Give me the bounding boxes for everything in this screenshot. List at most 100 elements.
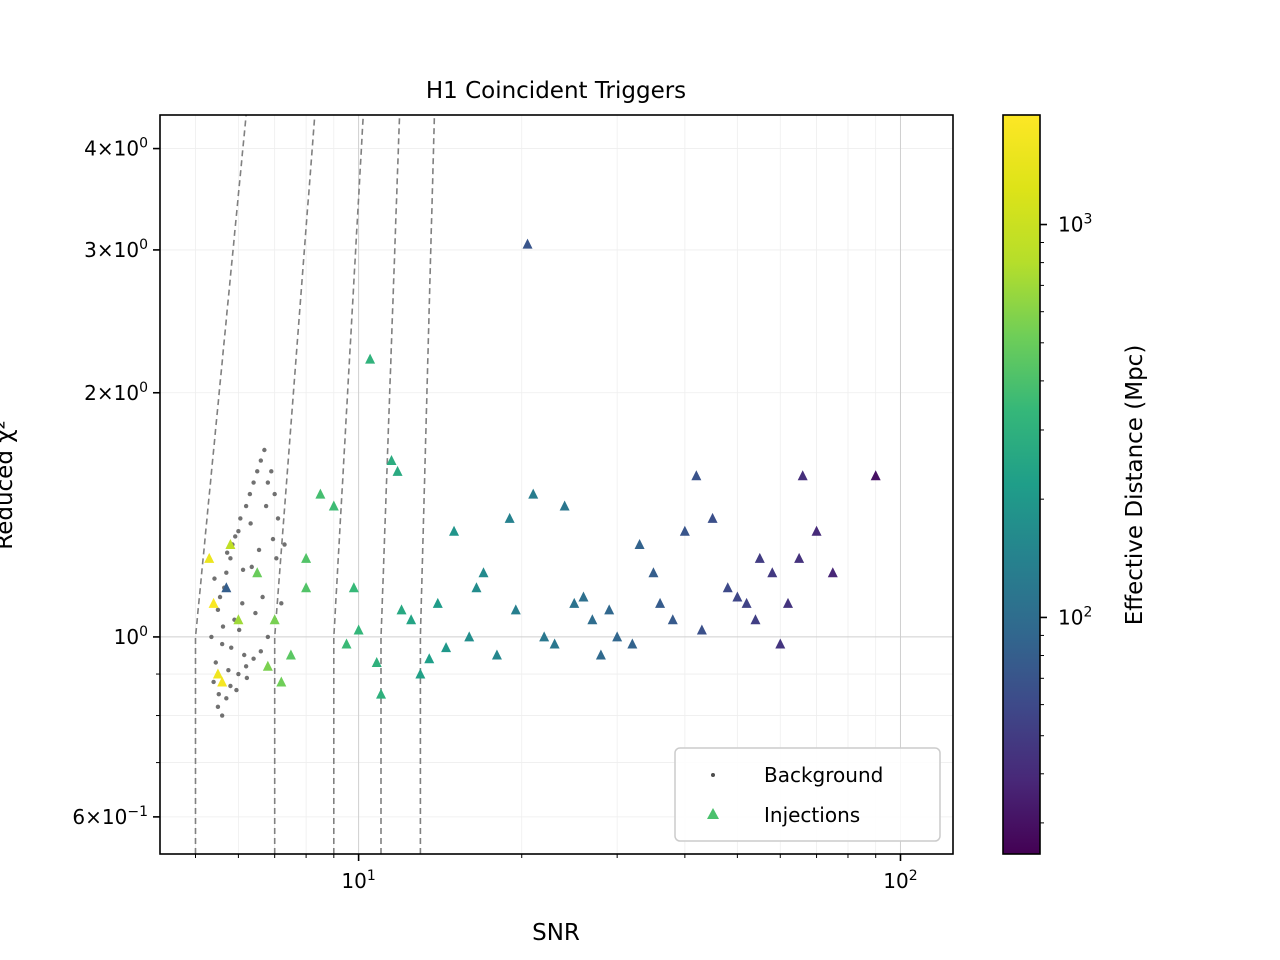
background-points xyxy=(209,447,287,718)
injection-point xyxy=(549,638,560,649)
injection-point xyxy=(667,614,678,625)
background-point xyxy=(274,556,279,561)
background-point xyxy=(209,634,214,640)
background-point xyxy=(256,547,262,553)
legend-box xyxy=(674,747,941,842)
background-point xyxy=(279,601,284,606)
background-point xyxy=(215,607,221,613)
background-point xyxy=(251,480,256,485)
injection-point xyxy=(655,597,666,608)
background-point xyxy=(211,679,216,685)
background-point xyxy=(224,696,229,701)
injection-point xyxy=(353,624,364,635)
plot-area: 101 102 6×10−1 100 2×100 3×100 4×100 xyxy=(72,114,954,893)
background-point xyxy=(247,491,253,497)
injection-point xyxy=(870,470,881,481)
injection-point xyxy=(301,582,312,593)
background-point xyxy=(260,594,265,600)
injection-point xyxy=(504,512,515,523)
colorbar-label: Effective Distance (Mpc) xyxy=(1122,345,1148,626)
injection-point xyxy=(371,656,382,667)
snr-contour xyxy=(273,115,316,854)
injection-point xyxy=(578,591,589,602)
colorbar: 102 103 Effective Distance (Mpc) xyxy=(1002,114,1148,855)
background-point xyxy=(243,664,249,669)
injection-point xyxy=(767,567,778,578)
background-point xyxy=(213,660,218,665)
background-point xyxy=(253,610,258,616)
background-point xyxy=(228,683,233,689)
x-axis-label: SNR xyxy=(532,920,580,946)
legend-marker-background xyxy=(711,773,715,777)
injection-point xyxy=(522,238,533,249)
injection-point xyxy=(827,567,838,578)
colorbar-tick-label: 102 xyxy=(1058,604,1092,629)
injection-point xyxy=(269,614,280,625)
injection-point xyxy=(587,614,598,625)
background-point xyxy=(219,641,225,647)
y-axis-ticks: 6×10−1 100 2×100 3×100 4×100 xyxy=(72,136,160,829)
chart-title: H1 Coincident Triggers xyxy=(426,78,686,104)
injection-point xyxy=(208,597,219,608)
injection-points xyxy=(204,238,881,699)
background-point xyxy=(224,550,230,555)
injection-point xyxy=(775,638,786,649)
background-point xyxy=(236,529,241,534)
legend-label-background: Background xyxy=(764,763,883,787)
injection-point xyxy=(225,539,236,550)
injection-point xyxy=(797,470,808,481)
injection-point xyxy=(233,614,244,625)
background-point xyxy=(272,491,277,497)
injection-point xyxy=(478,567,489,578)
background-point xyxy=(255,469,260,474)
background-point xyxy=(233,534,238,539)
grid-lines xyxy=(160,115,953,854)
background-point xyxy=(215,704,221,710)
injection-point xyxy=(648,567,659,578)
injection-point xyxy=(424,653,435,664)
background-point xyxy=(236,671,241,677)
injection-point xyxy=(679,525,690,536)
background-point xyxy=(240,567,246,572)
background-point xyxy=(240,601,245,606)
colorbar-tick-label: 103 xyxy=(1058,212,1092,237)
injection-point xyxy=(441,642,452,653)
legend: Background Injections xyxy=(674,747,941,842)
injection-point xyxy=(276,676,287,687)
injection-point xyxy=(754,552,765,563)
y-tick-label: 2×100 xyxy=(84,380,148,405)
injection-point xyxy=(432,597,443,608)
background-point xyxy=(236,627,242,633)
injection-point xyxy=(221,582,232,593)
colorbar-gradient xyxy=(1002,114,1041,855)
background-point xyxy=(216,691,221,697)
injection-point xyxy=(722,582,733,593)
injection-point xyxy=(464,631,475,642)
injection-point xyxy=(595,649,606,660)
injection-point xyxy=(811,525,822,536)
background-point xyxy=(226,667,231,673)
x-tick-label: 101 xyxy=(341,868,375,893)
colorbar-ticks: 102 103 xyxy=(1040,212,1092,824)
background-point xyxy=(244,675,250,681)
background-point xyxy=(229,645,234,650)
injection-point xyxy=(510,604,521,615)
x-tick-label: 102 xyxy=(883,868,917,893)
injection-point xyxy=(212,668,223,679)
background-point xyxy=(258,458,264,463)
background-point xyxy=(258,649,264,654)
injection-point xyxy=(491,649,502,660)
injection-point xyxy=(348,582,359,593)
plot-background xyxy=(160,115,953,854)
snr-contour xyxy=(194,115,247,854)
injection-point xyxy=(634,539,645,550)
injection-point xyxy=(365,353,376,364)
injection-point xyxy=(262,660,273,671)
snr-contour xyxy=(333,115,365,854)
injection-point xyxy=(707,512,718,523)
injection-point xyxy=(794,552,805,563)
injection-point xyxy=(604,604,615,615)
background-point xyxy=(224,570,229,575)
background-point xyxy=(262,447,267,453)
